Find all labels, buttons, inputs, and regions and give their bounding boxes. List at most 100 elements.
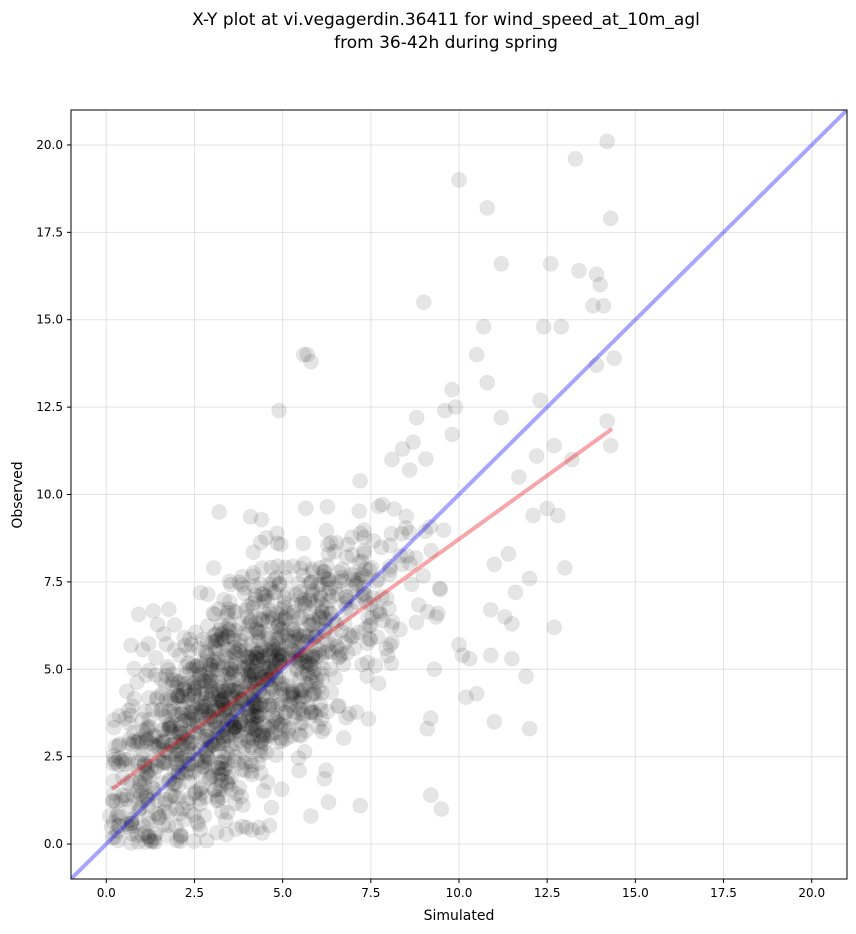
data-point xyxy=(256,718,273,735)
data-point xyxy=(402,555,419,572)
data-point xyxy=(189,680,206,697)
data-point xyxy=(226,726,243,743)
data-point xyxy=(169,687,186,704)
data-point xyxy=(228,684,245,701)
data-point xyxy=(242,753,259,770)
data-point xyxy=(163,736,180,753)
data-point xyxy=(105,772,122,789)
data-point xyxy=(296,595,313,612)
data-point xyxy=(274,647,291,664)
data-point xyxy=(272,612,289,629)
data-point xyxy=(290,631,307,648)
data-point xyxy=(293,727,310,744)
data-point xyxy=(155,753,172,770)
data-point xyxy=(271,653,288,670)
data-point xyxy=(297,647,314,664)
data-point xyxy=(206,713,223,730)
x-axis-label: Simulated xyxy=(424,908,495,924)
data-point xyxy=(130,606,147,623)
data-point xyxy=(313,649,330,666)
data-point xyxy=(304,582,321,599)
data-point xyxy=(546,437,563,454)
data-point xyxy=(171,724,188,741)
data-point xyxy=(225,662,242,679)
data-point xyxy=(475,318,492,335)
data-point xyxy=(248,649,265,666)
data-point xyxy=(173,687,190,704)
data-point xyxy=(136,703,153,720)
data-point xyxy=(166,764,183,781)
data-point xyxy=(210,701,227,718)
data-point xyxy=(261,658,278,675)
data-point xyxy=(239,657,256,674)
data-point xyxy=(285,620,302,637)
data-point xyxy=(249,708,266,725)
data-point xyxy=(206,606,223,623)
data-point xyxy=(585,297,602,314)
data-point xyxy=(243,672,260,689)
data-point xyxy=(252,651,269,668)
data-point xyxy=(354,588,371,605)
data-point xyxy=(133,787,150,804)
data-point xyxy=(223,687,240,704)
data-point xyxy=(318,599,335,616)
data-point xyxy=(147,825,164,842)
data-point xyxy=(297,628,314,645)
data-point xyxy=(252,534,269,551)
data-point xyxy=(207,632,224,649)
data-point xyxy=(338,599,355,616)
data-point xyxy=(215,683,232,700)
data-point xyxy=(196,698,213,715)
data-point xyxy=(197,705,214,722)
data-point xyxy=(167,818,184,835)
data-point xyxy=(180,735,197,752)
data-point xyxy=(136,776,153,793)
data-point xyxy=(134,792,151,809)
data-point xyxy=(226,715,243,732)
data-point xyxy=(306,629,323,646)
data-point xyxy=(245,693,262,710)
data-point xyxy=(330,697,347,714)
data-point xyxy=(247,682,264,699)
data-point xyxy=(257,666,274,683)
data-point xyxy=(139,721,156,738)
data-point xyxy=(205,605,222,622)
data-point xyxy=(553,318,570,335)
data-point xyxy=(233,716,250,733)
data-point xyxy=(231,727,248,744)
data-point xyxy=(237,685,254,702)
data-point xyxy=(205,560,222,577)
x-tick-label: 20.0 xyxy=(798,886,825,900)
data-point xyxy=(341,705,358,722)
data-point xyxy=(247,697,264,714)
data-point xyxy=(110,817,127,834)
data-point xyxy=(194,701,211,718)
data-point xyxy=(145,785,162,802)
data-point xyxy=(213,728,230,745)
data-point xyxy=(263,718,280,735)
data-point xyxy=(198,645,215,662)
data-point xyxy=(196,759,213,776)
data-point xyxy=(201,707,218,724)
data-point xyxy=(106,785,123,802)
data-point xyxy=(251,727,268,744)
data-point xyxy=(246,677,263,694)
data-point xyxy=(563,451,580,468)
data-point xyxy=(338,592,355,609)
data-point xyxy=(111,808,128,825)
data-point xyxy=(136,756,153,773)
data-point xyxy=(191,659,208,676)
data-point xyxy=(181,643,198,660)
data-point xyxy=(316,563,333,580)
data-point xyxy=(290,642,307,659)
data-point xyxy=(384,613,401,630)
data-point xyxy=(248,650,265,667)
data-point xyxy=(331,564,348,581)
data-point xyxy=(203,735,220,752)
data-point xyxy=(227,723,244,740)
data-point xyxy=(241,729,258,746)
data-point xyxy=(186,785,203,802)
data-point xyxy=(277,608,294,625)
data-point xyxy=(225,720,242,737)
data-point xyxy=(331,573,348,590)
